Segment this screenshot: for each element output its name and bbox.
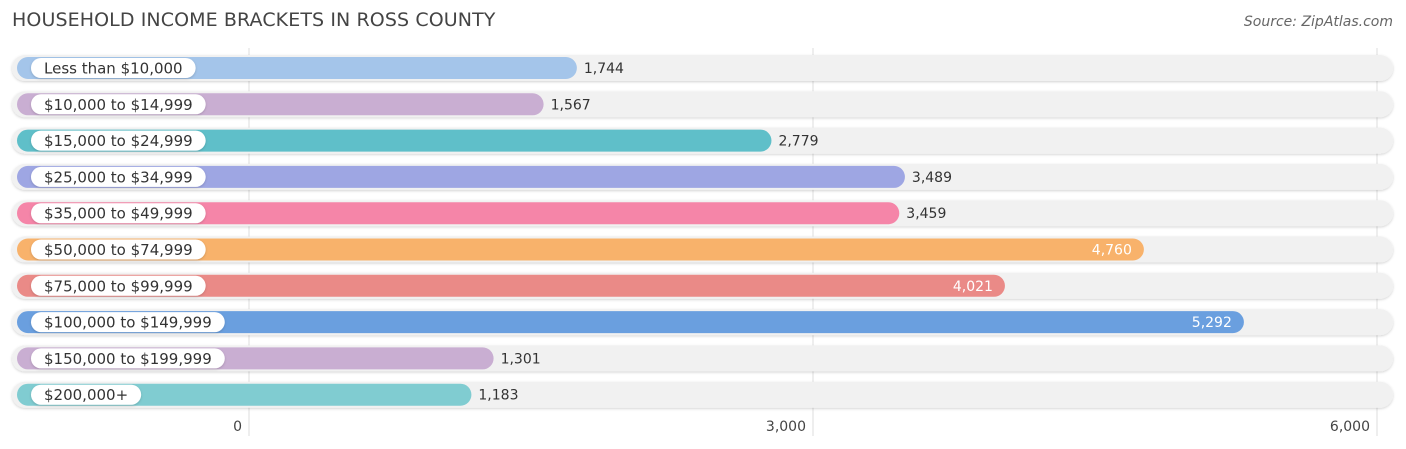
rows-layer: Less than $10,000 1,744 $10,000 to $14,999… [12,55,1393,408]
category-label: $200,000+ [44,386,128,404]
category-label-pill [31,384,142,405]
category-label: $10,000 to $14,999 [44,96,193,114]
bar-row: $25,000 to $34,999 3,489 [12,163,1393,190]
bar [17,165,905,188]
category-label-pill [31,203,206,224]
category-label-pill [31,312,225,333]
value-label: 1,744 [584,61,624,77]
value-label: 1,301 [501,351,541,367]
x-tick-label: 3,000 [766,419,806,435]
bar-row: $75,000 to $99,999 4,021 [12,272,1393,299]
value-label: 4,760 [1092,243,1132,259]
bar [17,274,1005,297]
bar [17,311,1244,334]
source-note: Source: ZipAtlas.com [1243,14,1393,30]
bar-row: $35,000 to $49,999 3,459 [12,200,1393,227]
category-label: $50,000 to $74,999 [44,241,193,259]
chart-title: HOUSEHOLD INCOME BRACKETS IN ROSS COUNTY [12,9,496,31]
category-label-pill [31,130,206,151]
ticks-layer: 0 3,000 6,000 [233,419,1370,435]
bar-row: Less than $10,000 1,744 [12,55,1393,81]
category-label-pill [31,239,206,260]
value-label: 4,021 [953,279,993,295]
category-label: $100,000 to $149,999 [44,314,212,332]
value-label: 1,183 [478,388,518,404]
value-label: 3,459 [906,206,946,222]
value-label: 5,292 [1192,315,1232,331]
bar-row: $200,000+ 1,183 [12,381,1393,408]
bar-row: $100,000 to $149,999 5,292 [12,309,1393,336]
bar [17,202,900,225]
category-label: $15,000 to $24,999 [44,132,193,150]
value-label: 2,779 [778,134,818,150]
x-tick-label: 0 [233,419,242,435]
category-label: $25,000 to $34,999 [44,168,193,186]
bar [17,238,1144,261]
category-label-pill [31,58,196,78]
value-label: 1,567 [551,97,591,113]
bar-row: $10,000 to $14,999 1,567 [12,91,1393,118]
value-label: 3,489 [912,170,952,186]
category-label-pill [31,94,206,115]
category-label: $75,000 to $99,999 [44,277,193,295]
category-label-pill [31,166,206,187]
category-label-pill [31,348,225,369]
category-label-pill [31,275,206,296]
bar-row: $15,000 to $24,999 2,779 [12,127,1393,154]
category-label: Less than $10,000 [44,60,183,78]
x-tick-label: 6,000 [1330,419,1370,435]
bar [17,129,772,152]
category-label: $35,000 to $49,999 [44,205,193,223]
bar-row: $150,000 to $199,999 1,301 [12,345,1393,372]
category-label: $150,000 to $199,999 [44,350,212,368]
bar-row: $50,000 to $74,999 4,760 [12,236,1393,263]
